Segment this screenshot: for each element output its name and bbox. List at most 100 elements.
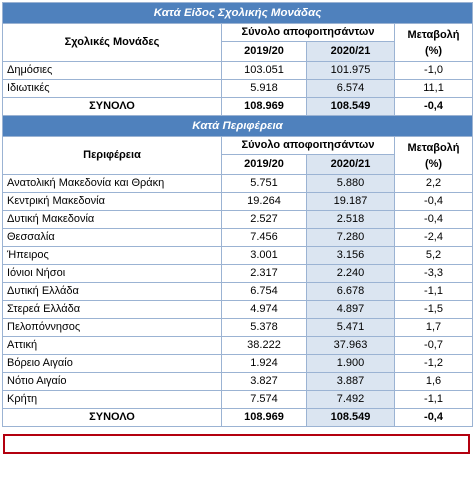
change-header: Μεταβολή (%) — [393, 23, 474, 62]
row-label: Πελοπόννησος — [2, 318, 222, 337]
value-2020-21: 5.880 — [306, 174, 395, 193]
value-2020-21: 7.492 — [306, 390, 395, 409]
change-value: 1,7 — [393, 318, 474, 337]
table-row: Πελοπόννησος 5.378 5.471 1,7 — [2, 318, 474, 337]
section-title-region: Κατά Περιφέρεια — [1, 115, 474, 137]
total-label: ΣΥΝΟΛΟ — [2, 408, 222, 427]
value-2019-20: 2.317 — [221, 264, 307, 283]
table-row: Ανατολική Μακεδονία και Θράκη 5.751 5.880 2… — [2, 174, 474, 193]
row-label: Νότιο Αιγαίο — [2, 372, 222, 391]
row-label: Θεσσαλία — [2, 228, 222, 247]
value-2019-20: 5.918 — [221, 79, 307, 98]
value-2020-21: 3.887 — [306, 372, 395, 391]
row-label: Δυτική Μακεδονία — [2, 210, 222, 229]
row-label: Βόρειο Αιγαίο — [2, 354, 222, 373]
table-row: Στερεά Ελλάδα 4.974 4.897 -1,5 — [2, 300, 474, 319]
row-label: Στερεά Ελλάδα — [2, 300, 222, 319]
value-2020-21: 7.280 — [306, 228, 395, 247]
total-2020-21: 108.549 — [306, 97, 395, 116]
value-2019-20: 103.051 — [221, 61, 307, 80]
row-label: Κρήτη — [2, 390, 222, 409]
change-value: -1,1 — [393, 282, 474, 301]
change-value: -0,4 — [393, 210, 474, 229]
change-value: -1,0 — [393, 61, 474, 80]
change-value: 1,6 — [393, 372, 474, 391]
year1-header: 2019/20 — [221, 154, 307, 175]
table-row: Ιδιωτικές 5.918 6.574 11,1 — [2, 79, 474, 98]
table-row: Νότιο Αιγαίο 3.827 3.887 1,6 — [2, 372, 474, 391]
change-value: -0,4 — [393, 192, 474, 211]
value-2020-21: 19.187 — [306, 192, 395, 211]
value-2020-21: 2.518 — [306, 210, 395, 229]
value-2020-21: 4.897 — [306, 300, 395, 319]
change-value: -1,2 — [393, 354, 474, 373]
total-row: ΣΥΝΟΛΟ 108.969 108.549 -0,4 — [2, 408, 474, 427]
change-value: 5,2 — [393, 246, 474, 265]
table-row: Δυτική Μακεδονία 2.527 2.518 -0,4 — [2, 210, 474, 229]
region-rows: Ανατολική Μακεδονία και Θράκη 5.751 5.880 2… — [2, 174, 474, 409]
row-label: Δημόσιες — [2, 61, 222, 80]
value-2019-20: 3.001 — [221, 246, 307, 265]
change-value: 11,1 — [393, 79, 474, 98]
value-2020-21: 37.963 — [306, 336, 395, 355]
change-value: -1,1 — [393, 390, 474, 409]
graduates-total-header: Σύνολο αποφοιτησάντων — [221, 136, 395, 155]
highlight-box-crete — [3, 434, 470, 454]
total-label: ΣΥΝΟΛΟ — [2, 97, 222, 116]
row-label: Ανατολική Μακεδονία και Θράκη — [2, 174, 222, 193]
change-unit: (%) — [424, 44, 443, 57]
value-2020-21: 1.900 — [306, 354, 395, 373]
row-label: Ιόνιοι Νήσοι — [2, 264, 222, 283]
change-header: Μεταβολή (%) — [393, 136, 474, 175]
graduates-table: Κατά Είδος Σχολικής Μονάδας Σχολικές Μον… — [1, 2, 474, 427]
change-value: -0,7 — [393, 336, 474, 355]
value-2019-20: 19.264 — [221, 192, 307, 211]
change-value: -1,5 — [393, 300, 474, 319]
total-change: -0,4 — [393, 97, 474, 116]
value-2019-20: 5.751 — [221, 174, 307, 193]
row-label: Κεντρική Μακεδονία — [2, 192, 222, 211]
total-change: -0,4 — [393, 408, 474, 427]
table-row: Βόρειο Αιγαίο 1.924 1.900 -1,2 — [2, 354, 474, 373]
total-2020-21: 108.549 — [306, 408, 395, 427]
value-2020-21: 5.471 — [306, 318, 395, 337]
section-title-school-type: Κατά Είδος Σχολικής Μονάδας — [1, 2, 474, 24]
value-2019-20: 38.222 — [221, 336, 307, 355]
value-2019-20: 4.974 — [221, 300, 307, 319]
table-row: Κεντρική Μακεδονία 19.264 19.187 -0,4 — [2, 192, 474, 211]
year2-header: 2020/21 — [306, 154, 395, 175]
change-unit: (%) — [424, 157, 443, 170]
region-header: Περιφέρεια — [2, 136, 222, 175]
value-2020-21: 6.678 — [306, 282, 395, 301]
value-2019-20: 2.527 — [221, 210, 307, 229]
table-row: Ιόνιοι Νήσοι 2.317 2.240 -3,3 — [2, 264, 474, 283]
table-row: Θεσσαλία 7.456 7.280 -2,4 — [2, 228, 474, 247]
change-value: -3,3 — [393, 264, 474, 283]
table-row: Ήπειρος 3.001 3.156 5,2 — [2, 246, 474, 265]
value-2019-20: 5.378 — [221, 318, 307, 337]
total-row: ΣΥΝΟΛΟ 108.969 108.549 -0,4 — [2, 97, 474, 116]
total-2019-20: 108.969 — [221, 97, 307, 116]
value-2020-21: 101.975 — [306, 61, 395, 80]
table-row: Αττική 38.222 37.963 -0,7 — [2, 336, 474, 355]
table-row: Δημόσιες 103.051 101.975 -1,0 — [2, 61, 474, 80]
change-label: Μεταβολή — [407, 28, 460, 41]
value-2019-20: 1.924 — [221, 354, 307, 373]
change-value: 2,2 — [393, 174, 474, 193]
total-2019-20: 108.969 — [221, 408, 307, 427]
value-2019-20: 6.754 — [221, 282, 307, 301]
value-2019-20: 3.827 — [221, 372, 307, 391]
table-row: Κρήτη 7.574 7.492 -1,1 — [2, 390, 474, 409]
table-row: Δυτική Ελλάδα 6.754 6.678 -1,1 — [2, 282, 474, 301]
value-2019-20: 7.456 — [221, 228, 307, 247]
change-value: -2,4 — [393, 228, 474, 247]
row-label: Ήπειρος — [2, 246, 222, 265]
row-label: Δυτική Ελλάδα — [2, 282, 222, 301]
graduates-total-header: Σύνολο αποφοιτησάντων — [221, 23, 395, 42]
year1-header: 2019/20 — [221, 41, 307, 62]
year2-header: 2020/21 — [306, 41, 395, 62]
value-2020-21: 2.240 — [306, 264, 395, 283]
row-label: Αττική — [2, 336, 222, 355]
row-label: Ιδιωτικές — [2, 79, 222, 98]
change-label: Μεταβολή — [407, 141, 460, 154]
